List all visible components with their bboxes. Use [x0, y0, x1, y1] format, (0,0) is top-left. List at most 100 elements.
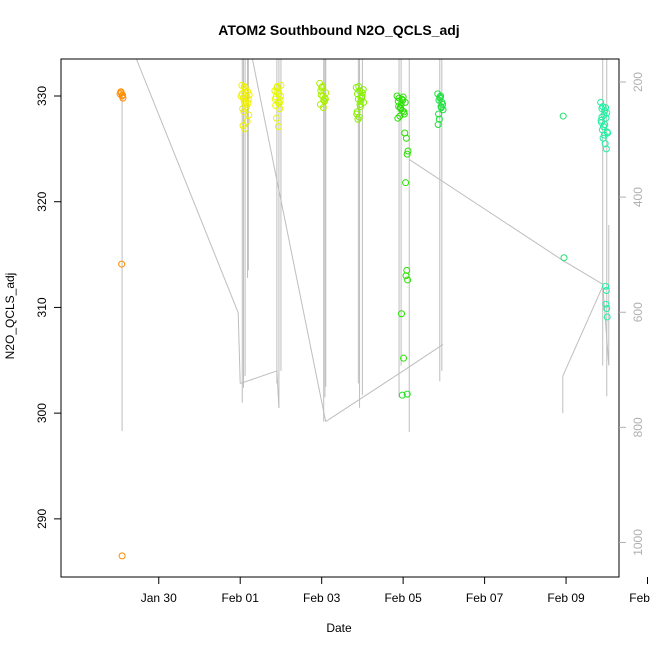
y-tick-label: 330	[35, 86, 49, 106]
data-point	[404, 147, 412, 155]
data-point	[317, 91, 325, 99]
altitude-track-layer	[121, 58, 610, 433]
x-axis-label: Date	[326, 621, 352, 635]
altitude-transit-line-2	[251, 58, 327, 422]
y-tick-label: 290	[35, 509, 49, 529]
data-point	[273, 82, 281, 90]
data-point	[403, 150, 411, 158]
y2-tick-label: 200	[631, 72, 645, 92]
y-tick-label: 320	[35, 191, 49, 211]
data-point	[435, 110, 443, 118]
data-point	[319, 104, 327, 112]
x-tick-label: Feb 03	[303, 591, 341, 605]
x-tick-label: Jan 30	[141, 591, 177, 605]
data-point	[403, 390, 411, 398]
data-point	[602, 287, 610, 295]
data-point	[243, 117, 251, 125]
data-point	[437, 104, 445, 112]
data-point	[601, 121, 609, 129]
data-point	[239, 122, 247, 130]
data-point	[358, 89, 366, 97]
data-point	[276, 105, 284, 113]
data-point	[277, 81, 285, 89]
data-point	[402, 272, 410, 280]
data-point	[597, 116, 605, 124]
data-point	[118, 552, 126, 560]
data-point	[240, 82, 248, 90]
data-point	[271, 95, 279, 103]
x-tick-label: Feb 09	[547, 591, 585, 605]
altitude-transit-line-4	[408, 158, 610, 366]
data-point	[118, 260, 126, 268]
plot-box	[60, 58, 620, 578]
data-point	[559, 112, 567, 120]
data-point	[603, 109, 611, 117]
data-point	[435, 115, 443, 123]
data-point	[242, 86, 250, 94]
data-point	[394, 114, 402, 122]
data-point	[400, 354, 408, 362]
data-point	[398, 95, 406, 103]
data-point	[604, 129, 612, 137]
data-point	[603, 313, 611, 321]
data-point	[603, 304, 611, 312]
x-tick-label: Feb 11	[629, 591, 650, 605]
y-axis-label: N2O_QCLS_adj	[3, 273, 17, 360]
data-point	[404, 276, 412, 284]
data-point	[602, 145, 610, 153]
altitude-transit-line-3	[325, 343, 444, 423]
data-point	[241, 98, 249, 106]
data-point	[397, 105, 405, 113]
data-point	[318, 82, 326, 90]
data-point	[396, 112, 404, 120]
data-points-layer	[116, 79, 612, 560]
data-point	[602, 300, 610, 308]
data-point	[434, 121, 442, 129]
data-point	[398, 391, 406, 399]
data-point	[276, 96, 284, 104]
x-tick-label: Feb 01	[222, 591, 260, 605]
x-tick-label: Feb 07	[466, 591, 504, 605]
data-point	[357, 97, 365, 105]
y2-tick-label: 800	[631, 417, 645, 437]
data-point	[439, 106, 447, 114]
altitude-transit-line-5	[562, 286, 604, 414]
data-point	[601, 140, 609, 148]
data-point	[358, 92, 366, 100]
data-point	[275, 99, 283, 107]
x-tick-label: Feb 05	[384, 591, 422, 605]
y-tick-label: 300	[35, 403, 49, 423]
data-point	[598, 113, 606, 121]
data-point	[560, 254, 568, 262]
data-point	[601, 107, 609, 115]
data-point	[119, 91, 127, 99]
data-point	[356, 100, 364, 108]
chart-title: ATOM2 Southbound N2O_QCLS_adj	[218, 22, 459, 38]
data-point	[240, 108, 248, 116]
data-point	[318, 84, 326, 92]
data-point	[274, 123, 282, 131]
data-point	[272, 114, 280, 122]
data-point	[277, 92, 285, 100]
data-point	[355, 82, 363, 90]
data-point	[403, 266, 411, 274]
data-point	[602, 104, 610, 112]
data-point	[398, 310, 406, 318]
data-point	[321, 95, 329, 103]
data-point	[245, 111, 253, 119]
y-tick-label: 310	[35, 297, 49, 317]
data-point	[402, 179, 410, 187]
data-point	[436, 94, 444, 102]
altitude-transit-line-0	[135, 58, 241, 384]
data-point	[357, 93, 365, 101]
data-point	[395, 103, 403, 111]
altitude-transit-line-1	[240, 370, 280, 408]
axes-layer: Jan 30 Feb 01 Feb 03 Feb 05 Feb 07 Feb 09 Feb …	[35, 58, 650, 605]
y2-tick-label: 1000	[631, 529, 645, 556]
data-point	[353, 110, 361, 118]
data-point	[597, 98, 605, 106]
y2-tick-label: 400	[631, 187, 645, 207]
data-point	[354, 115, 362, 123]
data-point	[399, 96, 407, 104]
